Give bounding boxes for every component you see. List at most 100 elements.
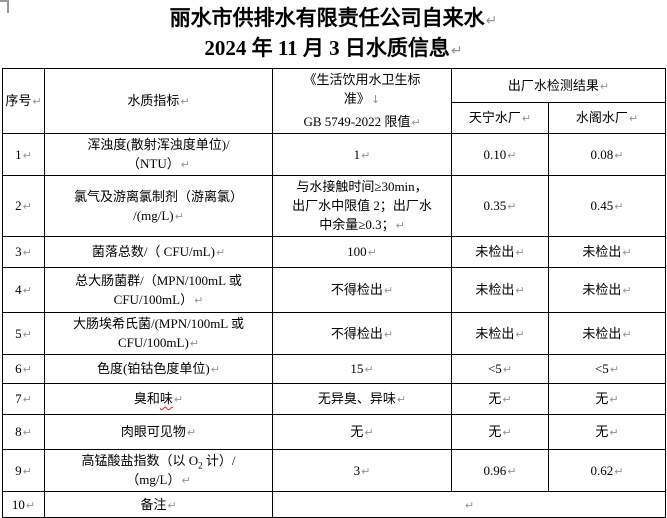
cell-text: 大肠埃希氏菌/(MPN/100mL 或 CFU/100mL): [72, 316, 245, 350]
header-text: 水质指标: [127, 93, 180, 108]
shuige-result-cell: 0.45↵: [547, 175, 667, 237]
cell-text: 无: [595, 424, 609, 439]
cell-text: 0.96: [483, 462, 507, 478]
paragraph-mark: ↵: [383, 327, 394, 341]
table-row: 3↵ 菌落总数/（ CFU/mL)↵ 100↵ 未检出↵ 未检出↵: [2, 236, 667, 268]
tianning-result-cell: 0.10↵: [451, 133, 549, 176]
paragraph-mark: ↵: [210, 363, 220, 376]
tianning-result-cell: 未检出↵: [451, 267, 549, 313]
cell-text: 15: [350, 361, 364, 376]
cell-text: 6: [15, 361, 22, 376]
paragraph-mark: ↵: [22, 200, 32, 213]
shuige-result-cell: 0.08↵: [547, 133, 667, 176]
header-row-1: 序号↵ 水质指标↵ 《生活饮用水卫生标 准》↓ GB 5749-2022 限值↵…: [2, 67, 667, 134]
cell-text: 与水接触时间≥30min， 出厂水中限值 2；出厂水 中余量≥0.3；: [292, 179, 432, 232]
no-cell: 2↵: [2, 175, 45, 237]
paragraph-mark: ↵: [22, 426, 32, 439]
title-line-1: 丽水市供排水有限责任公司自来水↵: [0, 5, 667, 35]
table-row: 5↵ 大肠埃希氏菌/(MPN/100mL 或 CFU/100mL) ↵ 不得检出↵…: [2, 312, 667, 355]
cell-text: 未检出: [582, 244, 622, 259]
indicator-cell: 总大肠菌群/（MPN/100mL 或 CFU/100mL）↵: [44, 267, 273, 313]
cell-text: 10: [11, 496, 25, 512]
tianning-result-cell: 无↵: [451, 383, 549, 415]
title-text: 丽水市供排水有限责任公司自来水: [169, 6, 485, 30]
shuige-result-cell: 0.62↵: [547, 449, 667, 492]
paragraph-mark: ↵: [194, 293, 204, 307]
cell-text: 未检出: [582, 325, 622, 341]
tianning-result-cell: 0.35↵: [451, 175, 549, 237]
paragraph-mark: ↵: [25, 498, 36, 512]
paragraph-mark: ↵: [515, 327, 525, 341]
paragraph-mark: ↵: [614, 464, 624, 478]
indicator-cell: 高锰酸盐指数（以 O2 计）/ （mg/L）↵: [44, 449, 273, 492]
cell-text: 4: [15, 282, 22, 297]
limit-cell: 不得检出↵: [272, 267, 452, 313]
cell-text: 3: [15, 244, 22, 259]
paragraph-mark: ↵: [167, 498, 177, 512]
paragraph-mark: ↵: [364, 426, 374, 439]
table-row: 9↵ 高锰酸盐指数（以 O2 计）/ （mg/L）↵ 3↵ 0.96↵ 0.62…: [2, 449, 667, 492]
paragraph-mark: ↵: [599, 79, 610, 93]
indicator-cell: 菌落总数/（ CFU/mL)↵: [44, 236, 273, 268]
limit-cell: 与水接触时间≥30min， 出厂水中限值 2；出厂水 中余量≥0.3；↵: [272, 175, 452, 237]
paragraph-mark: ↵: [521, 112, 532, 126]
shuige-result-cell: 未检出↵: [547, 312, 667, 355]
cell-text: 氯气及游离氯制剂（游离氯） /(mg/L): [73, 188, 243, 223]
tianning-result-cell: 无↵: [451, 414, 549, 450]
cell-text: 未检出: [475, 325, 515, 341]
table-row: 8↵ 肉眼可见物↵ 无↵ 无↵ 无↵: [2, 414, 667, 450]
header-plant1-cell: 天宁水厂↵: [451, 102, 549, 134]
limit-cell: 不得检出↵: [272, 312, 452, 355]
cell-text: 1: [353, 146, 361, 162]
paragraph-mark: ↵: [515, 246, 525, 259]
cell-text: 0.62: [590, 462, 614, 478]
paragraph-mark: ↵: [215, 246, 226, 259]
header-text: 天宁水厂: [468, 110, 521, 126]
indicator-cell: 浑浊度(散射浑浊度单位)/ （NTU）↵: [44, 133, 273, 176]
cell-text: 0.10: [483, 146, 507, 162]
header-row-2: 天宁水厂↵ 水阁水厂 ↵: [3, 102, 667, 134]
paragraph-mark: ↵: [22, 284, 32, 297]
no-cell: 5↵: [2, 312, 45, 355]
paragraph-mark: ↵: [174, 209, 184, 223]
no-cell: 6↵: [2, 354, 45, 384]
title-line-2: 2024 年 11 月 3 日水质信息↵: [0, 35, 667, 65]
paragraph-mark: ↵: [22, 393, 32, 406]
paragraph-mark: ↵: [180, 95, 190, 108]
limit-cell: 无↵: [272, 414, 452, 450]
header-results-group-cell: 出厂水检测结果↵: [450, 67, 667, 104]
table-row-remarks: 10↵ 备注↵ ↵: [2, 491, 667, 518]
cell-text: 未检出: [475, 244, 515, 259]
table-row: 6↵ 色度(铂钴色度单位)↵ 15↵ <5↵ <5↵: [2, 354, 667, 384]
cell-text: 100: [347, 244, 367, 259]
cell-text: 未检出: [582, 282, 622, 297]
subscript-text: 2: [198, 460, 203, 471]
cell-text: 无: [595, 391, 609, 406]
paragraph-mark: ↵: [502, 393, 512, 406]
indicator-cell: 色度(铂钴色度单位)↵: [44, 354, 273, 384]
paragraph-mark: ↵: [609, 393, 619, 406]
limit-cell: 15↵: [272, 354, 452, 384]
header-text: 水阁水厂: [575, 110, 628, 126]
cell-text: 7: [15, 391, 22, 406]
paragraph-mark: ↵: [502, 363, 513, 376]
cell-text: 0.35: [483, 198, 507, 213]
standard-limit: GB 5749-2022 限值↵: [275, 112, 449, 132]
line-break-mark: ↓: [370, 93, 381, 106]
paragraph-mark: ↵: [173, 393, 184, 406]
cell-text: 1: [15, 146, 22, 162]
cell-text: 2: [15, 198, 22, 213]
tianning-result-cell: 未检出↵: [451, 312, 549, 355]
paragraph-mark: ↵: [450, 43, 463, 59]
cell-text: 浑浊度(散射浑浊度单位)/ （NTU）: [87, 137, 230, 171]
paragraph-mark: ↵: [396, 393, 407, 406]
paragraph-mark: ↵: [614, 200, 624, 213]
cell-text: <5: [594, 361, 609, 376]
cell-text: 8: [15, 424, 22, 439]
paragraph-mark: ↵: [464, 498, 475, 512]
cell-text: 不得检出: [330, 282, 383, 297]
no-cell: 9↵: [2, 449, 45, 492]
cell-text: 无异臭、异味: [317, 391, 396, 406]
paragraph-mark: ↵: [364, 363, 374, 376]
cell-text: 3: [353, 462, 361, 478]
